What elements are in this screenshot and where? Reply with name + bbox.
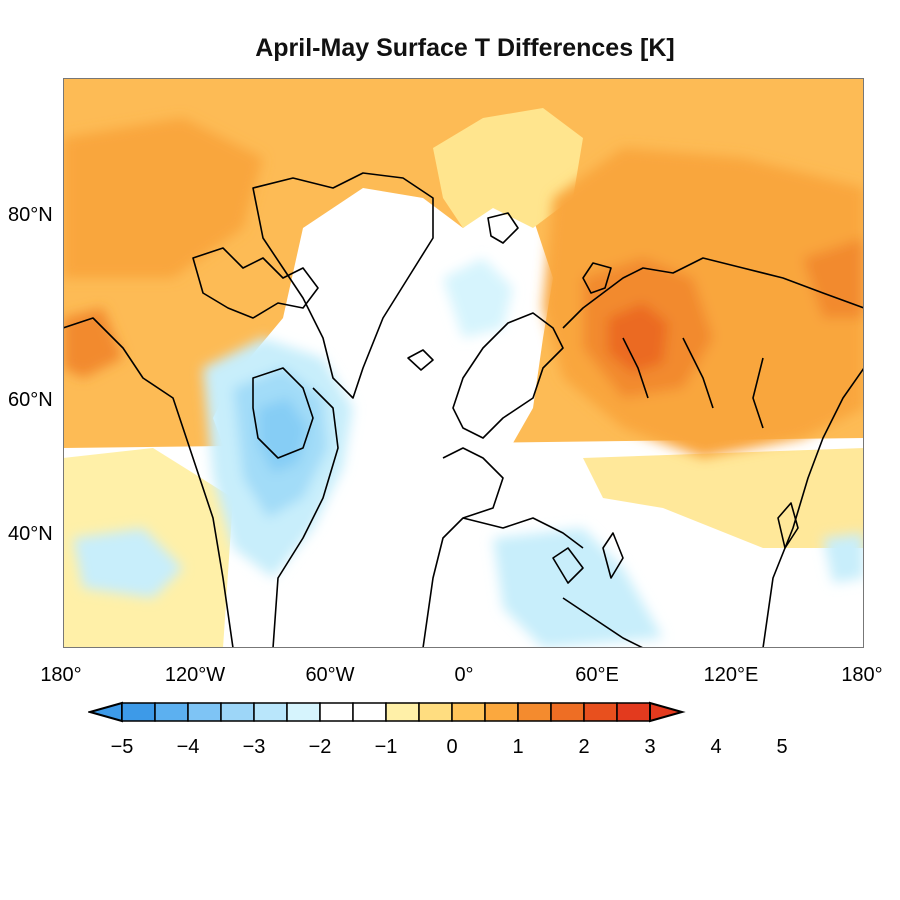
colorbar-segment [121, 702, 156, 722]
coast-asia-east [762, 367, 864, 648]
coast-middle-east [562, 597, 644, 648]
lon-label-180w: 180° [40, 664, 82, 686]
field-cool-pacific [73, 528, 183, 598]
colorbar-segment [220, 702, 255, 722]
colorbar-tick-label: 0 [446, 736, 458, 758]
coast-russia-arctic [562, 257, 864, 329]
field-cool-east [823, 533, 864, 583]
colorbar-tick-label: −1 [374, 736, 398, 758]
lon-label-60e: 60°E [575, 664, 619, 686]
colorbar-segment [418, 702, 453, 722]
coast-north-america [63, 317, 234, 648]
colorbar-segment [550, 702, 585, 722]
colorbar-tick-label: −3 [242, 736, 266, 758]
lon-label-0: 0° [454, 664, 474, 686]
colorbar-segment [616, 702, 651, 722]
field-cool-midlat [493, 528, 663, 648]
colorbar-tick-label: 3 [644, 736, 656, 758]
colorbar [88, 701, 686, 723]
colorbar-segment [286, 702, 321, 722]
map-frame [63, 78, 864, 648]
field-warm-alaska [63, 308, 123, 378]
coast-western-europe [422, 447, 504, 648]
lon-label-180e: 180° [841, 664, 883, 686]
field-warm-east [803, 238, 864, 318]
colorbar-tick-label: 2 [578, 736, 590, 758]
coast-hudson-bay [252, 367, 314, 459]
colorbar-tick-label: 4 [710, 736, 722, 758]
lon-label-60w: 60°W [305, 664, 355, 686]
colorbar-segment [484, 702, 519, 722]
colorbar-tick-label: 1 [512, 736, 524, 758]
lat-label-60n: 60°N [8, 389, 53, 411]
coast-labrador [272, 387, 339, 648]
colorbar-segment [517, 702, 552, 722]
colorbar-extend-low [88, 701, 123, 723]
colorbar-segment [451, 702, 486, 722]
lon-label-120w: 120°W [164, 664, 226, 686]
colorbar-extend-high [649, 701, 686, 723]
coast-japan [777, 502, 799, 549]
temperature-map [63, 78, 864, 648]
coast-arctic-archipelago [192, 247, 319, 319]
lat-label-80n: 80°N [8, 204, 53, 226]
field-cool-atlantic [443, 258, 513, 338]
field-cool-center [258, 398, 308, 473]
colorbar-segment [154, 702, 189, 722]
coast-scandinavia [452, 312, 564, 439]
colorbar-segment [319, 702, 354, 722]
colorbar-tick-label: −4 [176, 736, 200, 758]
map-title: April-May Surface T Differences [K] [255, 34, 675, 62]
field-north-atlantic-yellow [433, 108, 583, 228]
coast-siberia-rivers [622, 337, 764, 429]
field-warm-siberia-core [608, 303, 668, 373]
field-warm-arctic-west [63, 118, 263, 278]
colorbar-tick-label: −5 [110, 736, 134, 758]
coast-mediterranean [462, 517, 584, 549]
coast-caspian-black [552, 532, 624, 584]
coast-iceland [407, 349, 434, 371]
colorbar-segment [352, 702, 387, 722]
colorbar-segment [385, 702, 420, 722]
lon-label-120e: 120°E [703, 664, 759, 686]
lat-label-40n: 40°N [8, 523, 53, 545]
colorbar-segment [253, 702, 288, 722]
coast-svalbard [487, 212, 519, 244]
colorbar-tick-label: 5 [776, 736, 788, 758]
colorbar-segment [583, 702, 618, 722]
coast-novaya-zemlya [582, 262, 612, 294]
coast-greenland [252, 172, 434, 399]
colorbar-segment [187, 702, 222, 722]
colorbar-tick-label: −2 [308, 736, 332, 758]
